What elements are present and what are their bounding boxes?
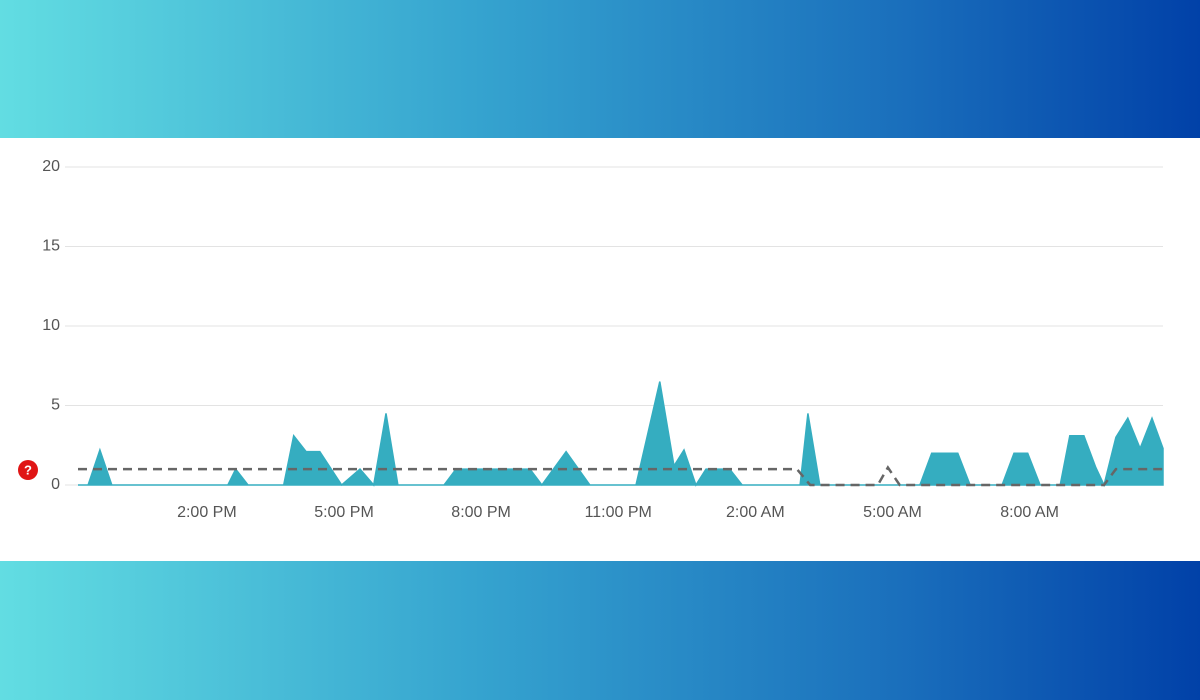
top-banner (0, 0, 1200, 138)
y-tick-label: 15 (42, 238, 60, 255)
threshold-line (78, 465, 1163, 487)
bottom-banner (0, 561, 1200, 700)
x-tick-label: 11:00 PM (585, 504, 652, 521)
y-tick-label: 20 (42, 158, 60, 175)
x-tick-label: 5:00 PM (314, 504, 374, 521)
chart: ? 0 5 10 15 20 2:00 PM 5:00 PM 8:00 PM 11:00 PM 2… (0, 138, 1200, 561)
x-tick-label: 2:00 PM (177, 504, 237, 521)
area (78, 381, 1164, 488)
x-tick-label: 8:00 PM (451, 504, 511, 521)
x-tick-label: 8:00 AM (1000, 504, 1059, 521)
help-icon[interactable]: ? (18, 460, 38, 480)
y-tick-label: 10 (42, 317, 60, 334)
svg-text:?: ? (24, 462, 32, 477)
x-tick-label: 5:00 AM (863, 504, 922, 521)
x-tick-label: 2:00 AM (726, 504, 785, 521)
y-tick-label: 0 (51, 476, 60, 493)
y-tick-label: 5 (51, 397, 60, 414)
